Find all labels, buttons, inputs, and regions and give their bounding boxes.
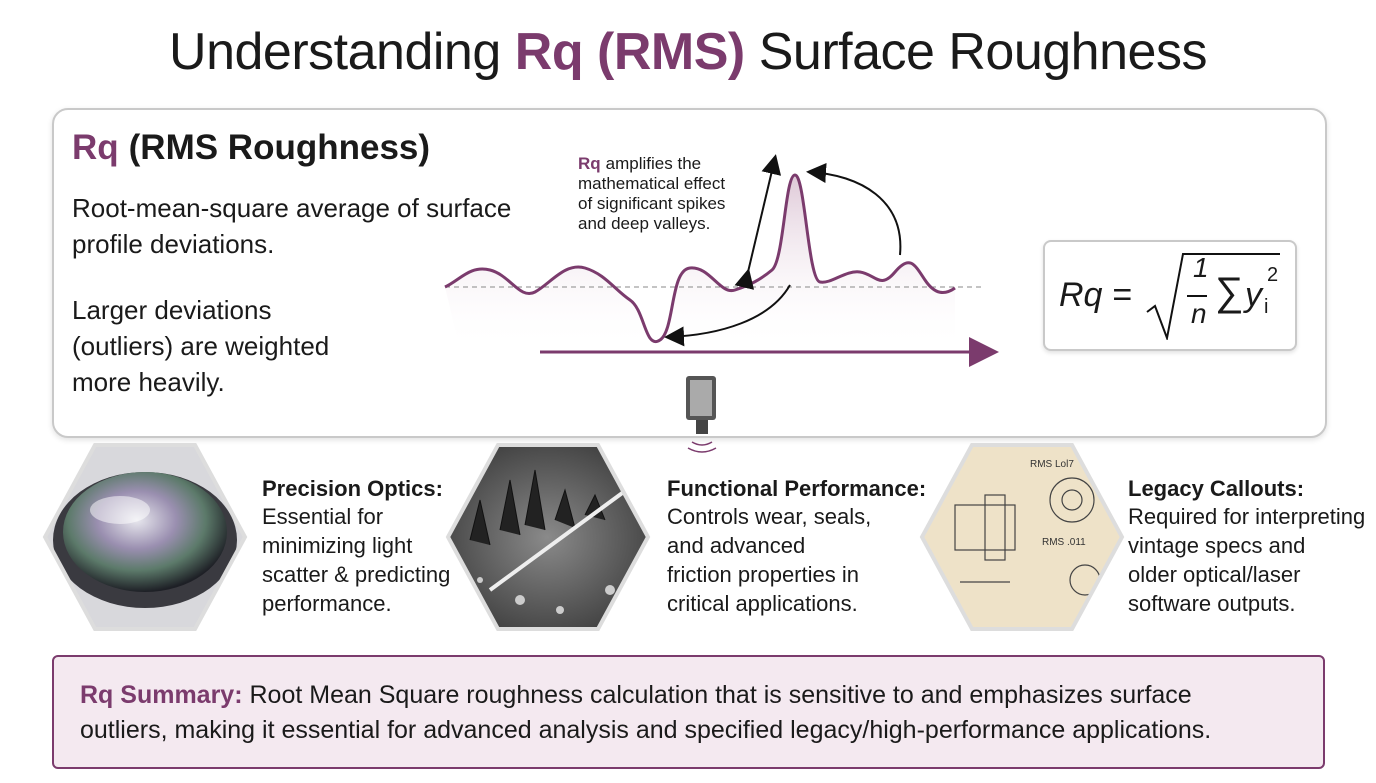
drawing-image: RMS Lol7 RMS .011	[922, 445, 1122, 629]
optics-image	[45, 445, 245, 629]
card-text: critical applications.	[667, 591, 858, 616]
sum: ∑	[1215, 270, 1244, 314]
summary-text: Root Mean Square roughness calculation t…	[249, 681, 1192, 709]
summary: Rq Summary: Root Mean Square roughness c…	[52, 655, 1325, 769]
card-title: Functional Performance:	[667, 476, 927, 501]
text-line: Root-mean-square average of surface	[72, 193, 512, 223]
title-part: Understanding	[169, 23, 501, 81]
arrow	[806, 162, 902, 256]
card: Legacy Callouts: Required for interpretin…	[1128, 476, 1365, 618]
card-text: Controls wear, seals,	[667, 504, 872, 529]
card-text: older optical/laser	[1128, 562, 1301, 587]
card-text: Essential for	[262, 504, 384, 529]
card-text: performance.	[262, 591, 392, 616]
arrow	[734, 154, 782, 290]
definition-heading: Rq (RMS Roughness)	[72, 128, 430, 168]
card-title: Precision Optics:	[262, 476, 443, 501]
numerator: 1	[1193, 252, 1209, 283]
text-line: (outliers) are weighted	[72, 331, 330, 361]
drawing-label: RMS .011	[1042, 537, 1086, 548]
annotation: Rq amplifies the mathematical effect of sig…	[578, 154, 725, 234]
card-text: software outputs.	[1128, 591, 1296, 616]
subscript: i	[1264, 296, 1269, 318]
formula-lhs: Rq =	[1059, 276, 1132, 314]
paragraph: Root-mean-square average of surface profi…	[72, 190, 511, 262]
title-part: Surface Roughness	[758, 23, 1208, 81]
profile-fill	[445, 175, 955, 350]
summary-text: outliers, making it essential for advanc…	[80, 716, 1212, 744]
title: Understanding Rq (RMS) Surface Roughness	[0, 22, 1376, 82]
card: Precision Optics: Essential for minimizing…	[262, 476, 450, 618]
card-text: Required for interpreting	[1128, 504, 1366, 529]
denominator: n	[1191, 298, 1207, 329]
annotation-line: amplifies the	[605, 154, 702, 173]
hexagon	[919, 443, 1125, 631]
card-title: Legacy Callouts:	[1128, 476, 1305, 501]
text-line: Larger deviations	[72, 295, 272, 325]
symbol: Rq	[578, 154, 601, 173]
hexagon	[42, 443, 248, 631]
arrow	[664, 284, 791, 347]
variable: y	[1245, 276, 1262, 314]
annotation-line: mathematical effect	[578, 174, 726, 193]
card-text: minimizing light	[262, 533, 413, 558]
drawing-label: RMS Lol7	[1030, 459, 1074, 470]
paragraph: Larger deviations (outliers) are weighted…	[72, 292, 329, 400]
annotation-line: and deep valleys.	[578, 214, 711, 233]
card-text: scatter & predicting	[262, 562, 451, 587]
heading: (RMS Roughness)	[128, 128, 431, 167]
exponent: 2	[1267, 264, 1279, 286]
summary-line: Rq Summary: Root Mean Square roughness c…	[80, 681, 1192, 710]
card-text: vintage specs and	[1128, 533, 1306, 558]
annotation-line: of significant spikes	[578, 194, 726, 213]
profile	[444, 173, 956, 344]
text-line: profile deviations.	[72, 229, 275, 259]
text-line: more heavily.	[72, 367, 225, 397]
radical	[1146, 253, 1280, 340]
card-text: friction properties in	[667, 562, 859, 587]
surface-image	[448, 445, 648, 629]
sensor	[686, 376, 717, 453]
card: Functional Performance: Controls wear, se…	[667, 476, 926, 618]
hexagon	[445, 443, 651, 631]
title-highlight: Rq (RMS)	[514, 23, 745, 81]
symbol: Rq	[72, 128, 119, 167]
summary-label: Rq Summary:	[80, 681, 243, 709]
card-text: and advanced	[667, 533, 806, 558]
formula: Rq = 1 n ∑ y i 2	[1043, 240, 1297, 351]
